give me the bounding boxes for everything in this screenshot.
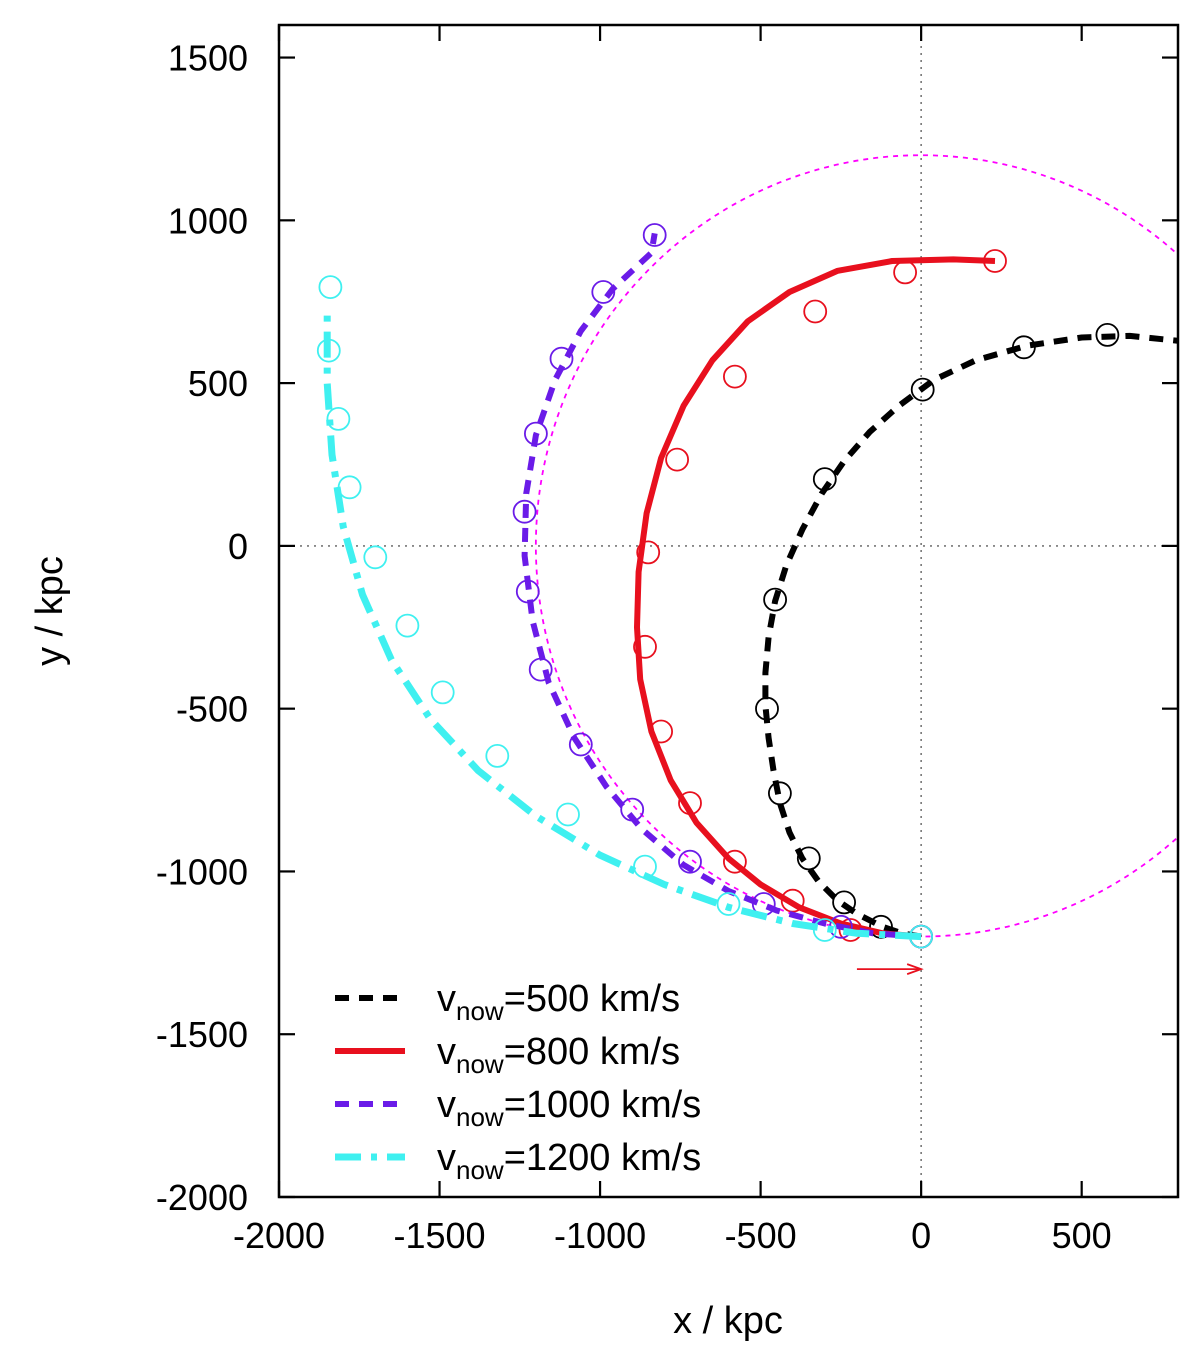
series-marker: [723, 849, 747, 874]
legend-label-2: vnow=800 km/s: [437, 1031, 680, 1079]
series-marker: [430, 680, 455, 705]
series-marker: [568, 732, 593, 757]
series-marker: [633, 634, 657, 659]
x-tick-label: 0: [911, 1215, 931, 1256]
series-marker: [796, 846, 821, 871]
series-marker: [755, 696, 779, 721]
y-tick-label: 1000: [168, 200, 248, 241]
series-marker: [512, 499, 537, 524]
series-marker: [620, 797, 645, 822]
series-marker: [395, 613, 420, 638]
series-marker: [910, 377, 935, 402]
series-marker: [909, 924, 933, 949]
y-tick-label: -2000: [156, 1177, 248, 1218]
legend-label-1: vnow=500 km/s: [437, 978, 680, 1026]
x-tick-label: -500: [725, 1215, 797, 1256]
series-marker: [636, 540, 661, 565]
series-line: [634, 256, 996, 940]
plot-frame: [277, 23, 1180, 1199]
series-marker: [1012, 335, 1036, 360]
series-2: [633, 249, 1007, 949]
x-tick-label: -2000: [233, 1215, 325, 1256]
y-tick-label: -500: [176, 689, 248, 730]
series-marker: [556, 802, 580, 827]
series-1: [755, 322, 1178, 949]
series-marker: [337, 475, 362, 500]
x-axis-label: x / kpc: [673, 1300, 783, 1342]
arrow-layer: [856, 963, 924, 975]
y-tick-labels: -2000 -1500 -1000 -500 0 500 1000 1500: [156, 38, 248, 1218]
series-marker: [893, 260, 917, 285]
series-marker: [316, 338, 341, 363]
y-tick-label: -1500: [156, 1014, 248, 1055]
legend-label-4: vnow=1200 km/s: [437, 1137, 701, 1185]
y-tick-label: 500: [188, 363, 248, 404]
series-marker: [1095, 322, 1120, 347]
series-marker: [524, 421, 548, 446]
series-marker: [363, 545, 388, 570]
x-tick-label: -1000: [554, 1215, 646, 1256]
series-marker: [633, 854, 657, 879]
series-marker: [812, 467, 837, 492]
series-marker: [528, 657, 553, 682]
y-tick-label: 0: [228, 526, 248, 567]
velocity-arrow-head: [906, 963, 924, 975]
series-marker: [832, 890, 856, 915]
series-marker: [549, 346, 574, 371]
legend: vnow=500 km/s vnow=800 km/s vnow=1000 km/s…: [335, 978, 701, 1185]
series-3: [512, 223, 933, 949]
series-marker: [665, 447, 689, 472]
series-marker: [678, 791, 702, 815]
x-tick-label: -1500: [393, 1215, 485, 1256]
series-marker: [723, 364, 747, 389]
series-marker: [780, 888, 805, 913]
y-axis-label: y / kpc: [29, 556, 71, 666]
series-line: [521, 232, 922, 940]
zero-reference-lines: [279, 25, 1178, 1197]
series-marker: [812, 918, 837, 942]
series-marker: [763, 587, 787, 612]
series-marker: [678, 849, 702, 874]
series-marker: [983, 249, 1007, 273]
y-tick-label: 1500: [168, 38, 248, 79]
series-marker: [485, 744, 510, 768]
series-marker: [591, 280, 616, 304]
series-marker: [326, 406, 351, 431]
series-marker: [515, 579, 540, 604]
series-marker: [716, 892, 741, 916]
series-line: [762, 332, 1178, 940]
x-tick-label: 500: [1052, 1215, 1112, 1256]
y-tick-label: -1000: [156, 851, 248, 892]
series-marker: [318, 275, 343, 300]
series-line: [323, 311, 922, 941]
series-marker: [642, 223, 667, 247]
ticks-layer: [277, 25, 1178, 1199]
series-4: [316, 275, 933, 949]
series-marker: [649, 719, 673, 744]
series-layer: [316, 223, 1178, 949]
legend-label-3: vnow=1000 km/s: [437, 1084, 701, 1132]
series-marker: [768, 781, 792, 806]
series-marker: [803, 299, 828, 324]
x-tick-labels: -2000 -1500 -1000 -500 0 500: [233, 1215, 1112, 1256]
